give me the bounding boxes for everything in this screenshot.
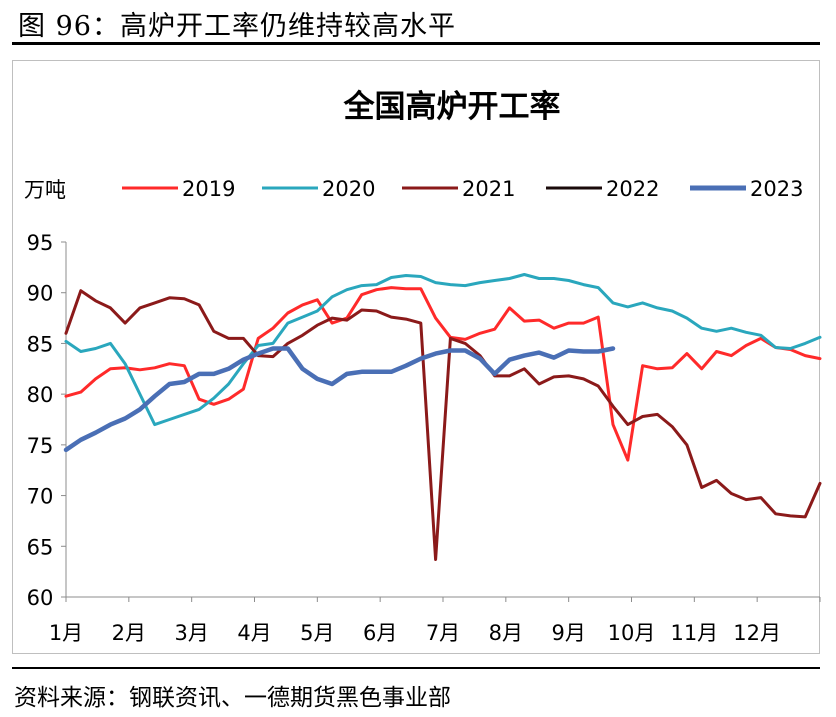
legend-label-2019: 2019 [182, 177, 235, 201]
legend-label-2020: 2020 [322, 177, 375, 201]
x-tick-label: 2月 [112, 621, 146, 645]
x-tick-label: 4月 [237, 621, 271, 645]
chart-title: 全国高炉开工率 [343, 89, 561, 125]
x-tick-label: 10月 [608, 621, 656, 645]
top-rule [12, 42, 820, 45]
y-tick-label: 70 [27, 485, 54, 509]
series-line-2020 [64, 273, 822, 427]
y-tick-label: 65 [27, 535, 54, 559]
bottom-rule [12, 667, 820, 669]
x-tick-label: 8月 [489, 621, 523, 645]
figure-header: 图 96：高炉开工率仍维持较高水平 [0, 0, 836, 42]
legend-label-2022: 2022 [606, 177, 659, 201]
x-tick-label: 3月 [174, 621, 208, 645]
legend-label-2021: 2021 [462, 177, 515, 201]
y-tick-label: 60 [27, 586, 54, 610]
series-line-2021 [64, 289, 822, 561]
unit-label: 万吨 [24, 178, 66, 202]
x-tick-label: 1月 [49, 621, 83, 645]
x-tick-label: 11月 [670, 621, 718, 645]
y-tick-label: 95 [27, 231, 54, 255]
figure-title: 图 96：高炉开工率仍维持较高水平 [18, 11, 456, 42]
x-tick-label: 9月 [551, 621, 585, 645]
source-note: 资料来源：钢联资讯、一德期货黑色事业部 [14, 685, 451, 711]
y-tick-label: 75 [27, 434, 54, 458]
x-tick-label: 5月 [300, 621, 334, 645]
x-tick-label: 12月 [733, 621, 781, 645]
series-line-2019 [64, 286, 822, 462]
y-tick-label: 90 [27, 282, 54, 306]
y-tick-label: 80 [27, 383, 54, 407]
series-line-2023 [63, 346, 616, 453]
y-tick-label: 85 [27, 332, 54, 356]
legend-label-2023: 2023 [750, 177, 803, 201]
x-tick-label: 7月 [426, 621, 460, 645]
x-tick-label: 6月 [363, 621, 397, 645]
